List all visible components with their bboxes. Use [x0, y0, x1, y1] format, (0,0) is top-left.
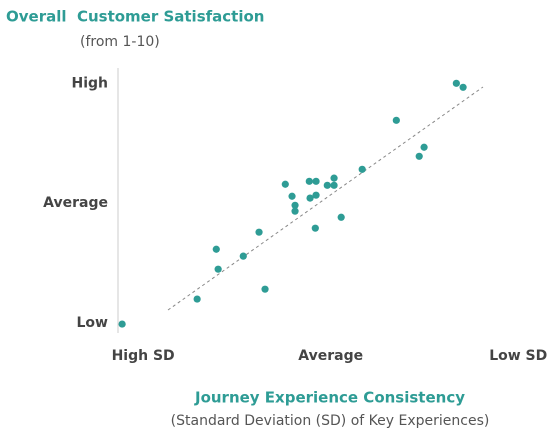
- point: [459, 83, 467, 91]
- y-axis-subtitle: (from 1-10): [80, 34, 160, 50]
- point: [330, 181, 338, 189]
- x-axis-subtitle: (Standard Deviation (SD) of Key Experien…: [171, 413, 490, 429]
- point: [255, 228, 263, 236]
- point: [312, 191, 320, 199]
- point: [415, 152, 423, 160]
- point: [291, 207, 299, 215]
- point: [214, 265, 222, 273]
- point: [212, 245, 220, 253]
- y-tick-label: High: [71, 75, 108, 91]
- point: [452, 79, 460, 87]
- x-tick-label: Average: [298, 348, 363, 364]
- point: [312, 177, 320, 185]
- point: [239, 252, 247, 260]
- point: [261, 285, 269, 293]
- y-tick-label: Average: [43, 195, 108, 211]
- point: [392, 116, 400, 124]
- point: [420, 143, 428, 151]
- point: [358, 165, 366, 173]
- point: [193, 295, 201, 303]
- point: [330, 174, 338, 182]
- point: [305, 177, 313, 185]
- point: [291, 201, 299, 209]
- point: [337, 213, 345, 221]
- x-axis-title: Journey Experience Consistency: [194, 389, 465, 407]
- point: [311, 224, 319, 232]
- x-tick-label: Low SD: [489, 348, 547, 364]
- point: [118, 320, 126, 328]
- trend-line: [167, 86, 484, 311]
- point: [306, 194, 314, 202]
- x-tick-label: High SD: [112, 348, 175, 364]
- point: [323, 181, 331, 189]
- point: [281, 180, 289, 188]
- y-tick-label: Low: [77, 315, 109, 331]
- y-axis-title: Overall Customer Satisfaction: [6, 8, 264, 26]
- point: [288, 192, 296, 200]
